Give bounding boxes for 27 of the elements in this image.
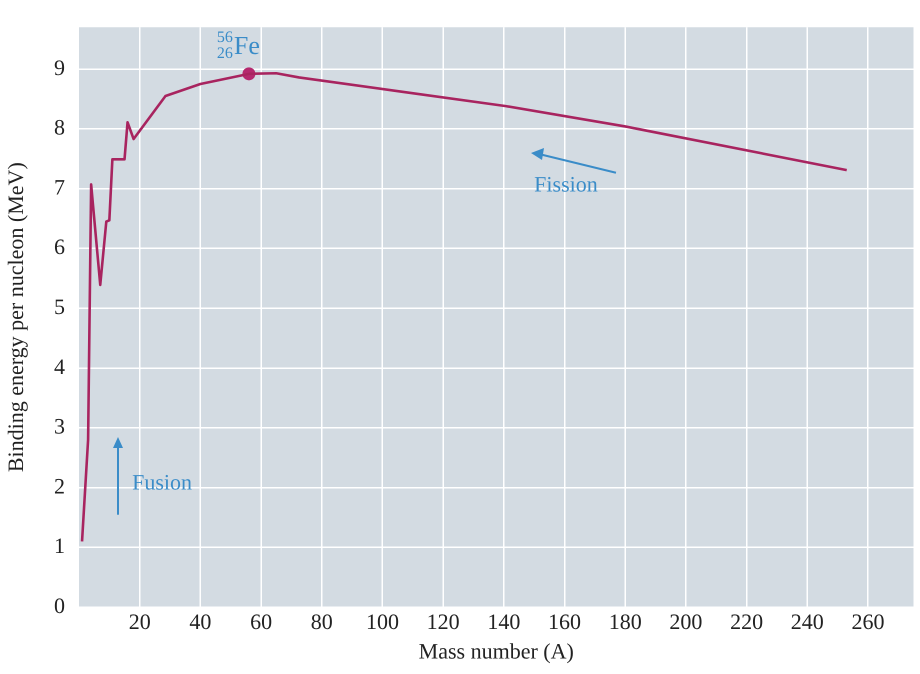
x-axis-title: Mass number (A) <box>418 638 574 664</box>
y-tick-label: 9 <box>54 54 65 80</box>
x-tick-label: 200 <box>669 609 702 634</box>
x-tick-label: 180 <box>608 609 642 634</box>
x-tick-label: 80 <box>310 609 333 634</box>
y-tick-label: 5 <box>54 294 65 320</box>
x-tick-label: 100 <box>366 609 399 634</box>
y-tick-label: 7 <box>54 174 65 200</box>
y-tick-label: 4 <box>54 354 65 379</box>
y-tick-label: 2 <box>54 473 65 498</box>
x-tick-label: 140 <box>487 609 520 634</box>
y-tick-label: 1 <box>54 533 65 558</box>
y-axis-title: Binding energy per nucleon (MeV) <box>2 162 28 472</box>
x-tick-label: 160 <box>548 609 582 634</box>
annotation: Fission <box>534 172 598 197</box>
annotation: Fusion <box>132 469 192 494</box>
x-tick-label: 20 <box>128 609 151 634</box>
x-tick-label: 220 <box>730 609 764 634</box>
x-tick-label: 40 <box>189 609 212 634</box>
x-tick-label: 120 <box>426 609 460 634</box>
y-tick-label: 8 <box>54 114 65 140</box>
y-tick-label: 6 <box>54 234 65 260</box>
y-tick-label: 3 <box>54 414 65 439</box>
x-tick-label: 60 <box>250 609 272 634</box>
x-tick-label: 260 <box>851 609 884 634</box>
x-tick-label: 240 <box>790 609 824 634</box>
y-tick-label: 0 <box>54 592 65 618</box>
